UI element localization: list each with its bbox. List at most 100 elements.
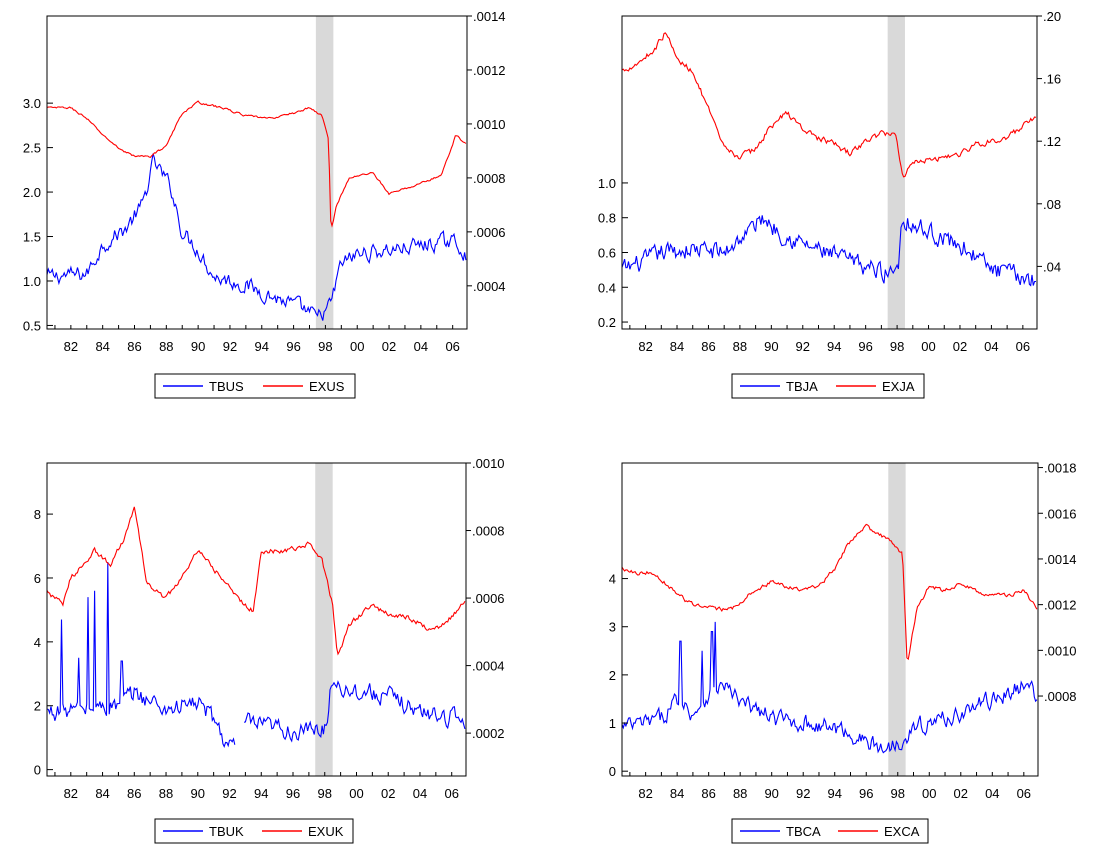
shaded-band [887,16,905,329]
chart-panel-1: 0.5 1.0 1.5 2.0 2.5 3.0 .0004 .0006 .0008 .0010 .0… [23,9,506,399]
series-line-exca [621,523,1038,661]
legend: TBUS EXUS [154,373,356,399]
right-tick-label: .08 [1043,197,1061,212]
right-tick-label: .0012 [1044,598,1077,613]
series-line-tbuk-2 [243,680,466,743]
right-tick-label: .0004 [473,279,506,294]
x-tick-label: 04 [984,339,998,354]
left-tick-label: 3.0 [23,96,41,111]
right-tick-label: .12 [1043,134,1061,149]
x-tick-label: 88 [159,339,173,354]
right-tick-label: .0016 [1044,506,1077,521]
series-line-exuk [46,506,466,656]
x-tick-label: 92 [796,786,810,801]
x-tick-label: 96 [858,339,872,354]
x-tick-label: 88 [159,786,173,801]
right-tick-label: .0010 [1044,643,1077,658]
x-tick-label: 92 [222,786,236,801]
shaded-band [888,463,906,776]
left-tick-label: 2 [34,699,41,714]
left-tick-label: 2 [609,668,616,683]
x-tick-label: 00 [350,339,364,354]
x-tick-label: 90 [764,786,778,801]
right-tick-label: .0008 [1044,689,1077,704]
left-tick-label: 6 [34,571,41,586]
legend-label-tbus: TBUS [209,379,244,394]
series-line-exja [621,32,1037,178]
left-tick-label: 8 [34,507,41,522]
x-tick-label: 88 [733,339,747,354]
x-tick-label: 90 [191,786,205,801]
x-tick-label: 00 [349,786,363,801]
x-tick-label: 06 [1017,786,1031,801]
right-tick-label: .16 [1043,72,1061,87]
left-tick-label: 2.5 [23,141,41,156]
right-tick-label: .20 [1043,9,1061,24]
plot-frame [621,15,1038,330]
x-tick-label: 96 [286,786,300,801]
series-line-tbus [46,153,467,321]
x-tick-label: 96 [859,786,873,801]
x-tick-label: 04 [985,786,999,801]
legend: TBCA EXCA [731,818,929,844]
x-tick-label: 84 [670,786,684,801]
left-tick-label: 1.0 [23,274,41,289]
plot-frame [46,15,468,330]
series-line-tbuk-1 [46,561,236,748]
right-tick-label: .0002 [472,726,505,741]
x-tick-label: 00 [921,339,935,354]
x-tick-label: 94 [255,339,269,354]
x-tick-label: 94 [254,786,268,801]
left-tick-label: 4 [34,635,41,650]
x-tick-label: 98 [890,339,904,354]
x-tick-label: 92 [223,339,237,354]
x-tick-label: 06 [445,339,459,354]
chart-panel-2: 0.2 0.4 0.6 0.8 1.0 .04 .08 .12 .16 .20 82 84 86 88 90… [598,9,1061,399]
x-tick-label: 90 [191,339,205,354]
chart-panel-4: 0 1 2 3 4 .0008 .0010 .0012 .0014 .0016 .0018 82 84 8… [609,461,1077,844]
legend: TBJA EXJA [731,373,925,399]
legend-label-exus: EXUS [309,379,345,394]
left-tick-label: 1 [609,716,616,731]
right-tick-label: .0010 [472,456,505,471]
x-tick-label: 86 [701,786,715,801]
right-tick-label: .0018 [1044,461,1077,476]
x-tick-label: 88 [733,786,747,801]
series-line-exus [46,100,467,228]
x-tick-label: 86 [701,339,715,354]
right-tick-label: .04 [1043,259,1061,274]
right-tick-label: .0012 [473,63,506,78]
legend-label-exca: EXCA [884,824,920,839]
left-tick-label: 4 [609,572,616,587]
shaded-band [315,463,333,776]
x-tick-label: 06 [1016,339,1030,354]
legend-label-exuk: EXUK [308,824,344,839]
shaded-band [315,16,334,329]
x-tick-label: 98 [318,786,332,801]
x-tick-label: 86 [127,339,141,354]
x-tick-label: 92 [796,339,810,354]
x-tick-label: 00 [922,786,936,801]
right-tick-label: .0014 [473,9,506,24]
right-tick-label: .0006 [472,591,505,606]
legend-label-tbja: TBJA [786,379,818,394]
series-line-tbca [621,621,1038,754]
left-tick-label: 0 [609,764,616,779]
x-tick-label: 04 [413,786,427,801]
x-tick-label: 82 [638,786,652,801]
left-tick-label: 0.5 [23,318,41,333]
left-tick-label: 1.0 [598,176,616,191]
right-tick-label: .0004 [472,659,505,674]
x-tick-label: 98 [318,339,332,354]
x-tick-label: 82 [638,339,652,354]
x-tick-label: 84 [670,339,684,354]
left-tick-label: 0.2 [598,315,616,330]
right-tick-label: .0008 [473,171,506,186]
x-tick-label: 06 [444,786,458,801]
x-tick-label: 82 [64,339,78,354]
right-tick-label: .0008 [472,524,505,539]
x-tick-label: 84 [95,339,109,354]
legend-label-tbuk: TBUK [209,824,244,839]
left-tick-label: 0.4 [598,280,616,295]
